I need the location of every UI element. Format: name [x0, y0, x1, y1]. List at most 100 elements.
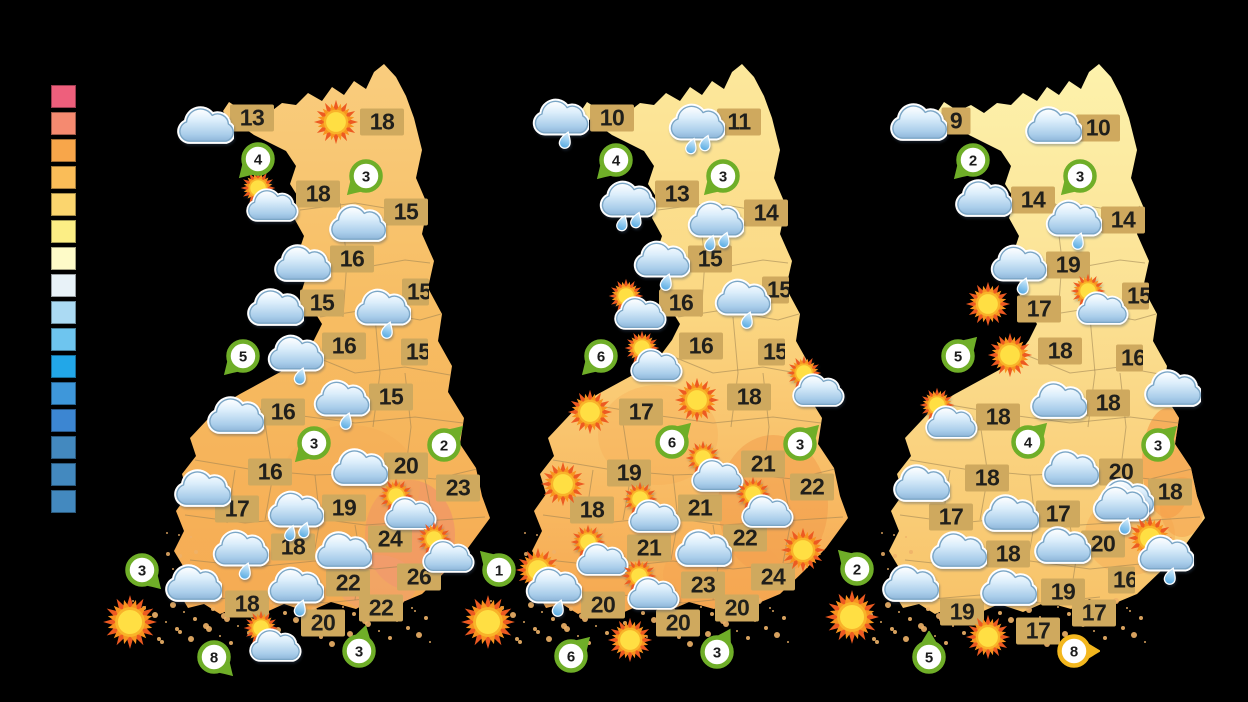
- svg-text:3: 3: [355, 644, 363, 661]
- temperature-label: 17: [1072, 599, 1116, 627]
- svg-text:3: 3: [713, 645, 721, 662]
- legend-swatch-3: [51, 166, 76, 189]
- temperature-label: 13: [230, 104, 274, 132]
- legend-swatch-6: [51, 247, 76, 270]
- rain-1-icon: [267, 334, 324, 385]
- temperature-label: 14: [1101, 206, 1145, 234]
- temperature-label: 23: [436, 474, 480, 502]
- wind-marker: 3: [1060, 159, 1097, 196]
- temperature-label: 15: [384, 198, 428, 226]
- cloud-icon: [930, 531, 987, 569]
- wind-marker: 2: [953, 143, 990, 180]
- temperature-label: 16: [1116, 344, 1143, 372]
- cloud-icon: [982, 494, 1039, 532]
- sun-cloud-icon: [735, 476, 794, 528]
- sun-big-icon: [103, 595, 157, 649]
- cloud-icon: [329, 204, 386, 242]
- wind-marker: 3: [783, 424, 820, 461]
- svg-text:3: 3: [310, 436, 318, 453]
- temperature-label: 20: [384, 452, 428, 480]
- cloud-icon: [331, 448, 388, 486]
- legend-swatch-13: [51, 436, 76, 459]
- rain-1-icon: [525, 566, 582, 617]
- sun-cloud-icon: [416, 521, 475, 573]
- temperature-label: 18: [976, 403, 1020, 431]
- legend-swatch-12: [51, 409, 76, 432]
- sun-cloud-icon: [621, 558, 680, 610]
- wind-marker: 8: [197, 640, 234, 677]
- sun-cloud-icon: [1070, 273, 1129, 325]
- cloud-icon: [274, 244, 331, 282]
- sun-cloud-icon: [240, 170, 299, 222]
- svg-text:6: 6: [668, 435, 676, 452]
- svg-text:3: 3: [362, 169, 370, 186]
- sun-icon: [987, 332, 1033, 378]
- rain-2-icon: [668, 103, 725, 155]
- svg-text:6: 6: [597, 349, 605, 366]
- temperature-label: 20: [1081, 530, 1125, 558]
- temperature-label: 17: [1016, 617, 1060, 645]
- cloud-icon: [207, 396, 264, 434]
- wind-marker: 1: [479, 550, 516, 587]
- cloud-icon: [315, 531, 372, 569]
- svg-text:5: 5: [954, 349, 962, 366]
- wind-marker: 3: [703, 159, 740, 196]
- temperature-label: 19: [607, 459, 651, 487]
- temperature-label: 15: [758, 338, 785, 366]
- sun-icon: [540, 461, 586, 507]
- cloud-icon: [165, 564, 222, 602]
- temperature-label: 16: [248, 458, 292, 486]
- svg-text:2: 2: [853, 562, 861, 579]
- wind-marker: 4: [238, 142, 275, 179]
- svg-text:3: 3: [1154, 438, 1162, 455]
- temperature-label: 22: [359, 594, 403, 622]
- svg-text:8: 8: [210, 650, 218, 667]
- temperature-label: 20: [656, 609, 700, 637]
- sun-icon: [313, 99, 359, 145]
- wind-marker: 8: [1057, 634, 1100, 668]
- rain-1-icon: [532, 98, 589, 149]
- rain-1-icon: [212, 529, 269, 580]
- temperature-label: 24: [368, 525, 412, 553]
- rain-2-icon: [687, 200, 744, 252]
- rain-1-icon: [714, 278, 771, 329]
- temperature-label: 17: [619, 398, 663, 426]
- rain-1-icon: [1137, 534, 1194, 585]
- temperature-label: 15: [401, 338, 428, 366]
- legend-swatch-4: [51, 193, 76, 216]
- temperature-label: 23: [681, 571, 725, 599]
- temperature-label: 24: [751, 563, 795, 591]
- temperature-label: 16: [261, 398, 305, 426]
- wind-marker: 3: [700, 628, 734, 669]
- temperature-label: 18: [986, 540, 1030, 568]
- cloud-icon: [1144, 369, 1201, 407]
- sun-icon: [965, 281, 1011, 327]
- wind-marker: 5: [223, 339, 260, 376]
- sun-cloud-icon: [919, 387, 978, 439]
- temperature-label: 10: [1076, 114, 1120, 142]
- temperature-label: 15: [300, 289, 344, 317]
- wind-marker: 6: [655, 422, 692, 459]
- wind-marker: 3: [125, 553, 162, 590]
- cloud-icon: [247, 288, 304, 326]
- wind-marker: 4: [596, 143, 633, 180]
- svg-text:4: 4: [254, 152, 263, 169]
- wind-marker: 3: [294, 426, 331, 463]
- temperature-label: 13: [655, 180, 699, 208]
- temperature-label: 15: [369, 383, 413, 411]
- legend-swatch-5: [51, 220, 76, 243]
- cloud-icon: [1042, 449, 1099, 487]
- temperature-label: 15: [1122, 282, 1149, 310]
- sun-cloud-icon: [378, 478, 437, 530]
- temperature-label: 16: [330, 245, 374, 273]
- cloud-icon: [177, 106, 234, 144]
- sun-cloud-icon: [685, 440, 744, 492]
- svg-text:3: 3: [1076, 169, 1084, 186]
- legend-swatch-15: [51, 490, 76, 513]
- svg-text:1: 1: [495, 563, 503, 580]
- temperature-label: 18: [296, 180, 340, 208]
- sun-big-icon: [461, 595, 515, 649]
- rain-1-icon: [313, 379, 370, 430]
- temperature-label: 17: [1036, 500, 1080, 528]
